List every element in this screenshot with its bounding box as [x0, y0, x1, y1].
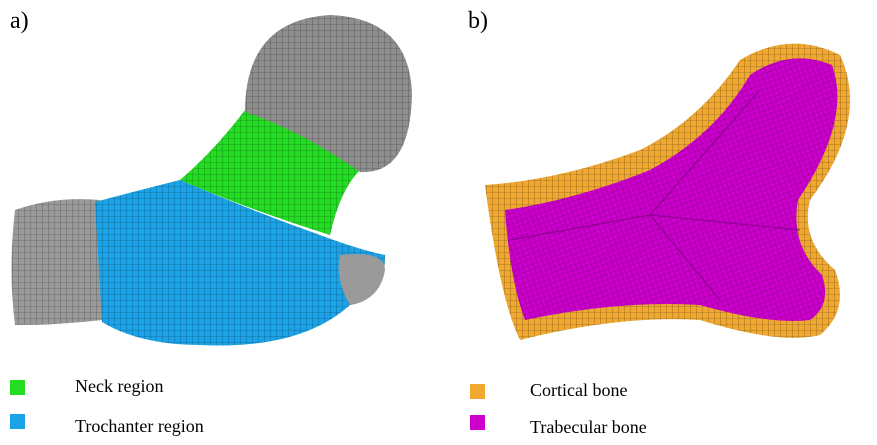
legend-swatch: [10, 414, 25, 429]
figure: a) b) Neck region Trochanter region Cort…: [0, 0, 877, 445]
legend-swatch: [10, 380, 25, 395]
femur-model-a: [12, 15, 413, 346]
page: a) b) Neck region Trochanter region Cort…: [0, 0, 877, 445]
panel-label: a): [10, 8, 29, 34]
legend-swatch: [470, 415, 485, 430]
legend-text: Trabecular bone: [530, 417, 647, 437]
legend-text: Neck region: [75, 376, 163, 396]
panel-label: b): [468, 8, 488, 34]
shaft-mesh: [12, 199, 103, 325]
legend-text: Cortical bone: [530, 380, 627, 400]
legend-swatch: [470, 384, 485, 399]
femur-model-b: [485, 44, 850, 340]
legend-text: Trochanter region: [75, 416, 204, 436]
